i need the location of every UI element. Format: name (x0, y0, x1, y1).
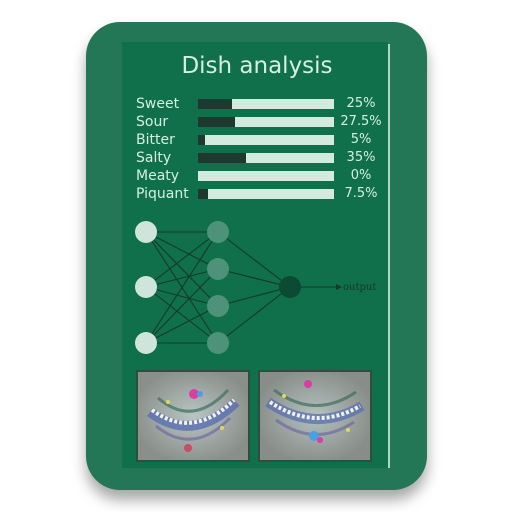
neural-texture-thumbnail-1[interactable] (136, 370, 250, 462)
network-edge (217, 286, 291, 307)
taste-name: Meaty (136, 168, 180, 184)
network-edge (145, 231, 219, 307)
taste-profile-list: Sweet 25% Sour 27.5% Bitter 5% Salty 35%… (136, 95, 386, 203)
input-node (135, 221, 157, 243)
hidden-node (207, 332, 229, 354)
taste-bar-fill (198, 189, 209, 199)
taste-name: Sour (136, 114, 169, 130)
taste-row-piquant: Piquant 7.5% (136, 185, 386, 203)
taste-value: 25% (346, 96, 376, 111)
taste-row-salty: Salty 35% (136, 149, 386, 167)
taste-bar-track (198, 99, 334, 109)
output-arrow-icon (336, 284, 342, 290)
taste-value: 27.5% (340, 114, 382, 129)
taste-row-bitter: Bitter 5% (136, 131, 386, 149)
taste-value: 35% (346, 150, 376, 165)
taste-row-meaty: Meaty 0% (136, 167, 386, 185)
network-edge (145, 305, 219, 344)
input-layer (135, 221, 157, 354)
taste-bar-fill (198, 153, 246, 163)
taste-bar-track (198, 153, 334, 163)
taste-bar-track (198, 117, 334, 127)
neural-texture-image-icon (260, 372, 370, 460)
network-edge (145, 231, 219, 288)
network-edge (145, 268, 219, 288)
output-label: output (343, 282, 376, 293)
network-edge (145, 231, 219, 270)
hidden-node (207, 295, 229, 317)
network-edge (217, 231, 291, 288)
hidden-layer (207, 221, 229, 354)
taste-name: Salty (136, 150, 172, 166)
neural-texture-thumbnail-2[interactable] (258, 370, 372, 462)
neural-texture-image-icon (138, 372, 248, 460)
input-node (135, 276, 157, 298)
taste-row-sour: Sour 27.5% (136, 113, 386, 131)
taste-bar-fill (198, 117, 236, 127)
network-edge (145, 231, 219, 344)
taste-name: Sweet (136, 96, 180, 112)
taste-value: 0% (350, 168, 372, 183)
taste-name: Piquant (136, 186, 189, 202)
network-edge (217, 268, 291, 288)
network-edge (145, 286, 219, 344)
hidden-node (207, 258, 229, 280)
network-edge (145, 286, 219, 307)
network-edge (145, 268, 219, 344)
taste-row-sweet: Sweet 25% (136, 95, 386, 113)
taste-bar-fill (198, 99, 232, 109)
taste-bar-track (198, 189, 334, 199)
network-connections (145, 231, 336, 344)
taste-value: 5% (350, 132, 372, 147)
neural-network-diagram: output (135, 221, 376, 354)
taste-bar-track (198, 171, 334, 181)
taste-name: Bitter (136, 132, 175, 148)
hidden-node (207, 221, 229, 243)
taste-value: 7.5% (344, 186, 378, 201)
network-edge (217, 286, 291, 344)
taste-bar-track (198, 135, 334, 145)
taste-bar-fill (198, 135, 205, 145)
panel-divider (388, 44, 390, 468)
input-node (135, 332, 157, 354)
output-node (279, 276, 301, 298)
page-title: Dish analysis (181, 53, 333, 79)
